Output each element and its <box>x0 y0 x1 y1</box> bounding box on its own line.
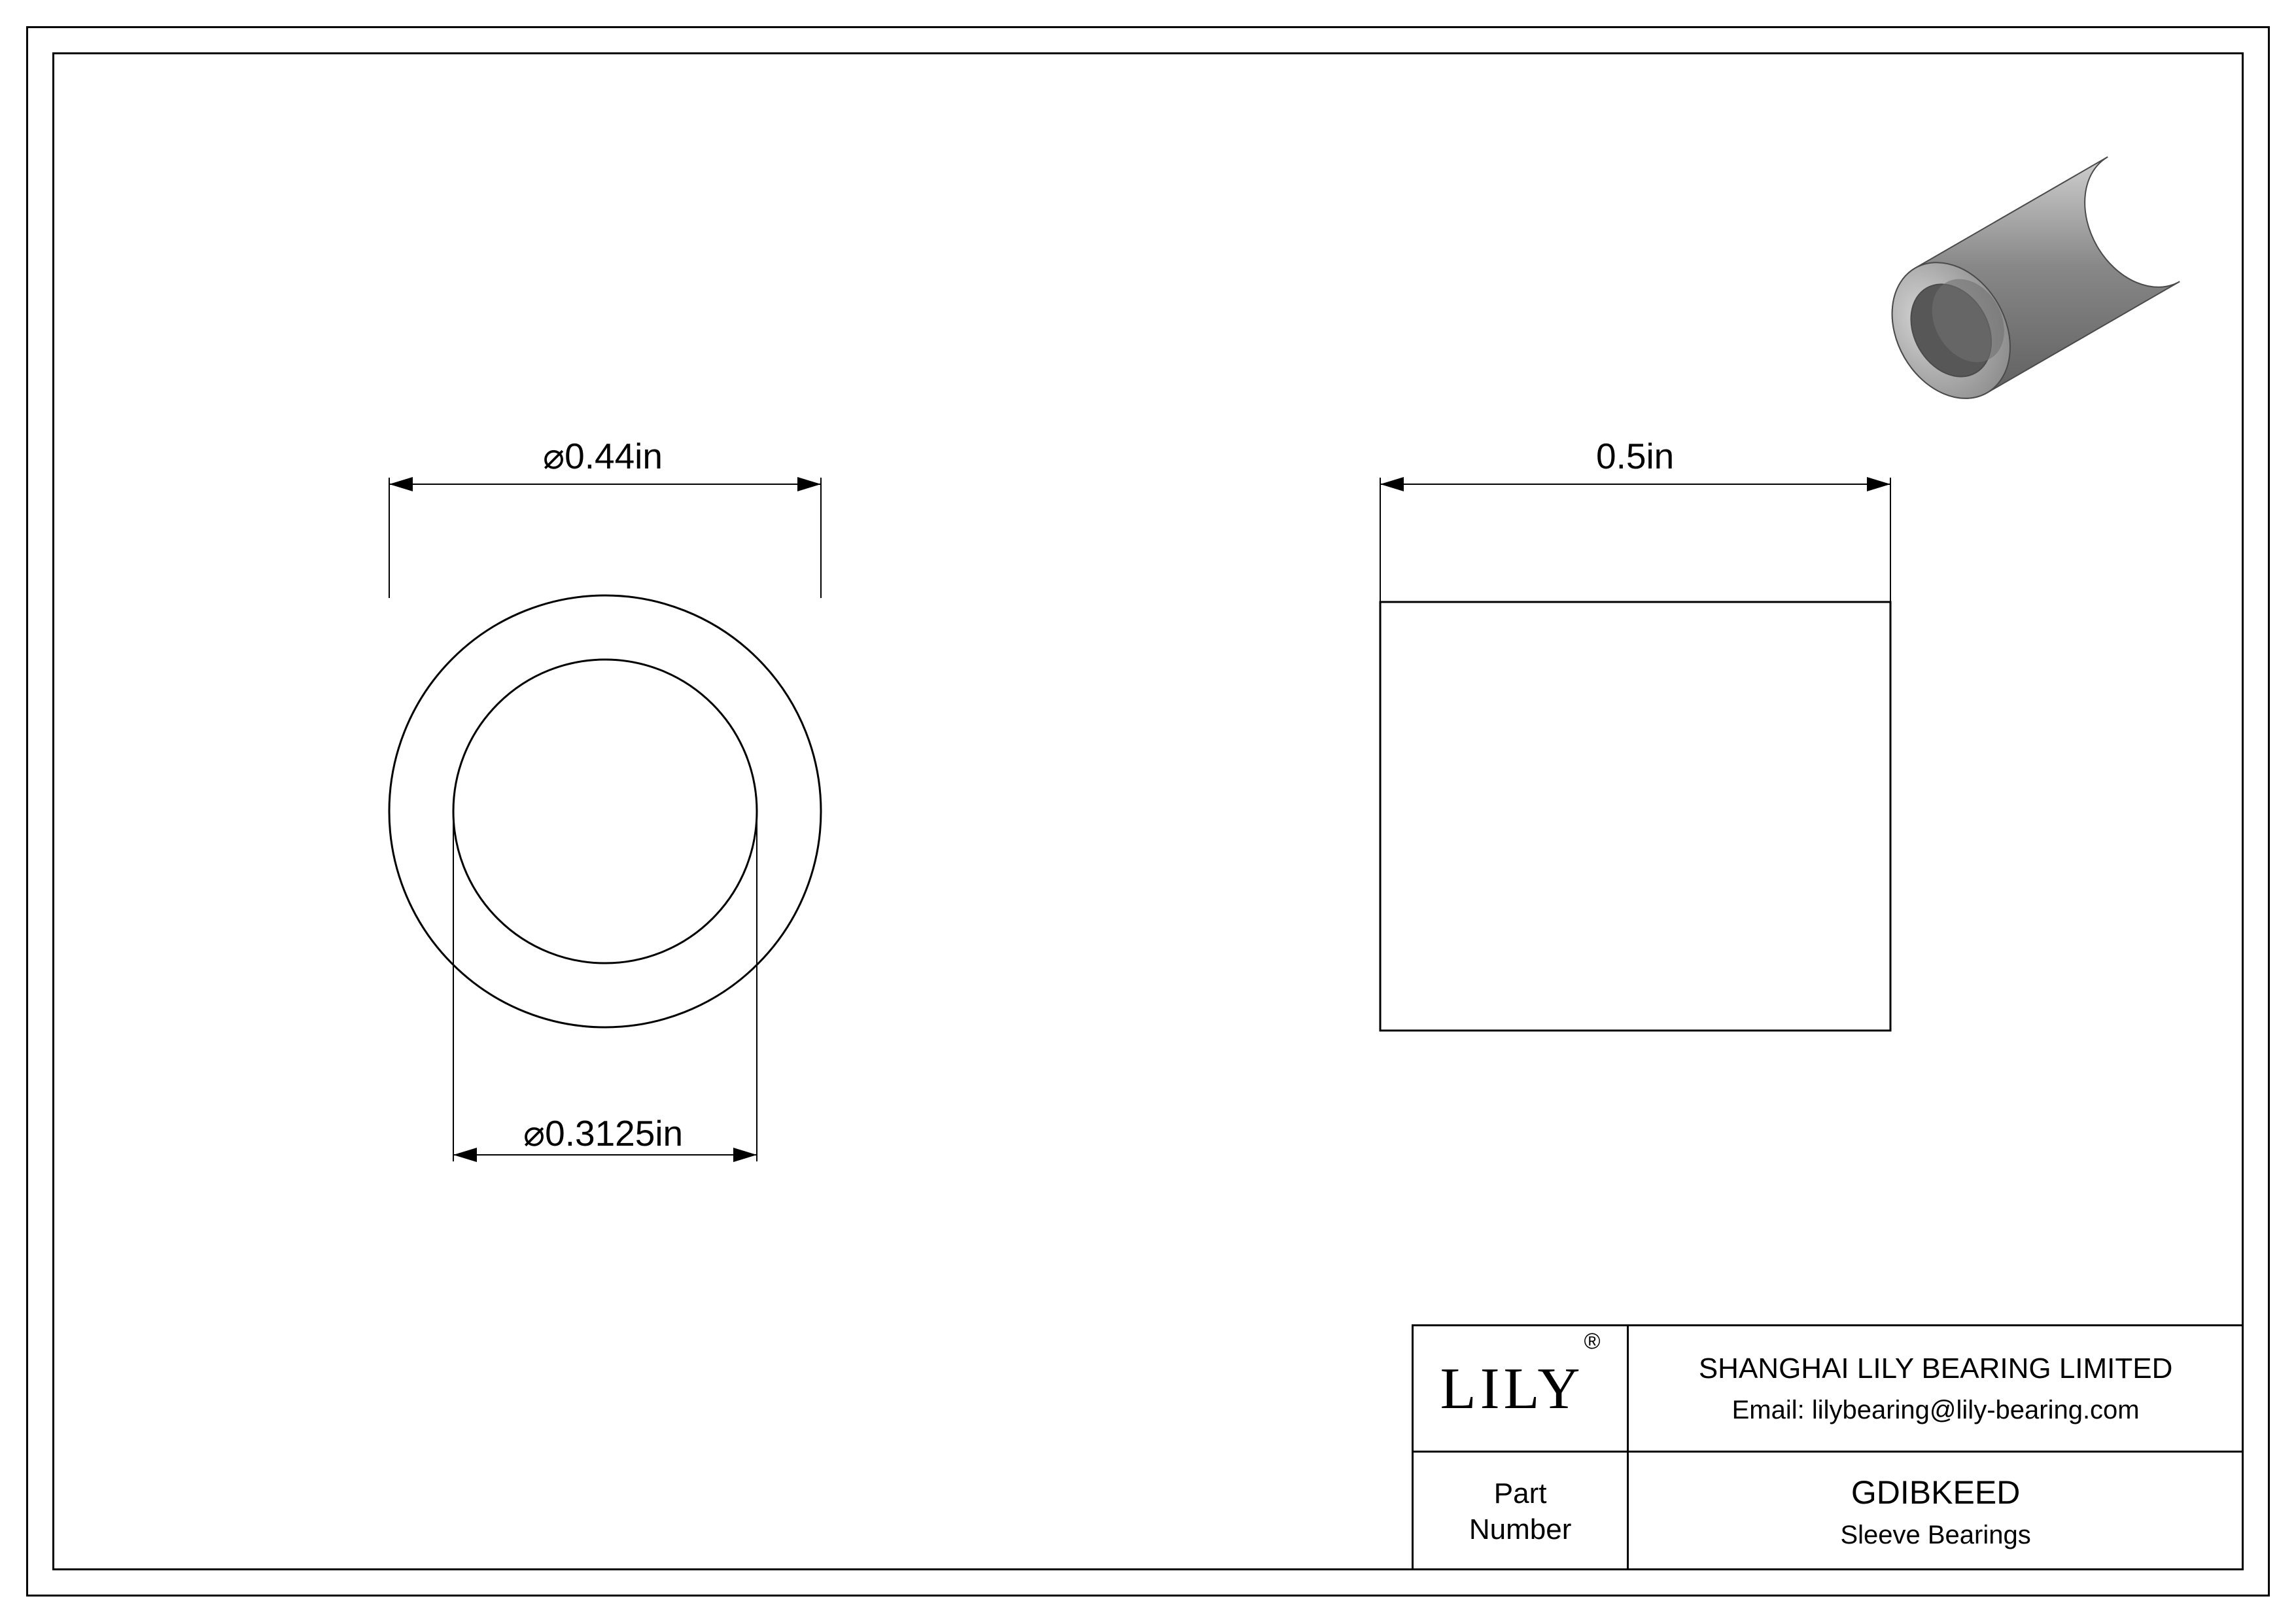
part-description: Sleeve Bearings <box>1840 1521 2030 1550</box>
part-number: GDIBKEED <box>1851 1474 2020 1511</box>
company-email: Email: lilybearing@lily-bearing.com <box>1732 1396 2140 1425</box>
registered-icon: ® <box>1584 1329 1601 1354</box>
length-label: 0.5in <box>1596 435 1674 477</box>
title-block: LILY® SHANGHAI LILY BEARING LIMITED Emai… <box>1412 1324 2242 1570</box>
company-name: SHANGHAI LILY BEARING LIMITED <box>1699 1352 2173 1385</box>
logo-text: LILY <box>1440 1356 1584 1421</box>
inner-diameter-label: ⌀0.3125in <box>523 1112 683 1154</box>
outer-diameter-label: ⌀0.44in <box>543 435 663 477</box>
logo: LILY® <box>1440 1355 1601 1422</box>
part-number-label: Part Number <box>1469 1475 1572 1547</box>
